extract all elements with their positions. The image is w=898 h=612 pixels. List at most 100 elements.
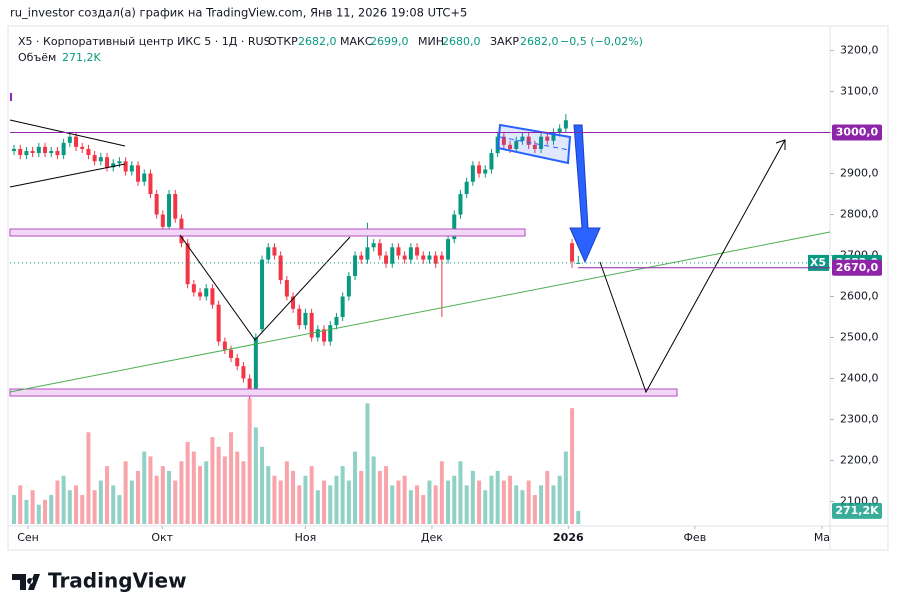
- y-tick-label: 3200,0: [840, 44, 879, 57]
- forecast-path: [599, 139, 786, 394]
- candle-body: [154, 194, 159, 215]
- y-tick-label: 2900,0: [840, 167, 879, 180]
- volume-label: 271,2K: [835, 504, 879, 517]
- volume-bar: [154, 475, 159, 524]
- candle-body: [61, 142, 66, 156]
- volume-bar: [86, 432, 91, 524]
- volume-bar: [532, 495, 537, 524]
- y-tick-label: 2300,0: [840, 412, 879, 425]
- volume-bar: [173, 480, 178, 524]
- candle-body: [489, 153, 494, 170]
- volume-bar: [551, 485, 556, 524]
- candle-body: [67, 136, 72, 143]
- candle-body: [377, 243, 382, 256]
- candle-body: [551, 132, 556, 141]
- volume-bar: [148, 456, 153, 524]
- candle-body: [452, 214, 457, 240]
- volume-bar: [402, 475, 407, 524]
- legend-label: МИН: [418, 35, 444, 48]
- candle-body: [334, 316, 339, 326]
- candle-body: [520, 136, 525, 141]
- candle-body: [328, 325, 333, 342]
- volume-bar: [390, 485, 395, 524]
- volume-bar: [235, 451, 240, 524]
- candle-body: [105, 157, 110, 168]
- volume-bar: [272, 475, 277, 524]
- volume-bar: [167, 470, 172, 524]
- volume-bar: [43, 499, 48, 524]
- volume-bar: [92, 490, 97, 524]
- volume-bar: [111, 485, 116, 524]
- volume-bar: [371, 456, 376, 524]
- legend-label: МАКС: [340, 35, 373, 48]
- volume-bar: [353, 451, 358, 524]
- y-tick-label: 2400,0: [840, 371, 879, 384]
- candle-body: [92, 155, 97, 162]
- candle-body: [427, 255, 432, 260]
- volume-bar: [477, 480, 482, 524]
- volume-bar: [489, 475, 494, 524]
- candle-body: [142, 173, 147, 182]
- volume-title: Объём: [18, 51, 56, 64]
- volume-bar: [377, 470, 382, 524]
- volume-bar: [24, 499, 29, 524]
- candle-body: [253, 337, 258, 391]
- candle-body: [346, 276, 351, 297]
- candle-body: [390, 247, 395, 264]
- volume-bar: [198, 466, 203, 524]
- volume-bar: [123, 461, 128, 524]
- volume-bar: [340, 466, 345, 524]
- candle-body: [12, 148, 17, 151]
- candle-body: [111, 163, 116, 168]
- trendline: [9, 163, 126, 188]
- volume-bar: [421, 495, 426, 524]
- volume-bar: [36, 504, 41, 524]
- brand: TradingView: [48, 569, 187, 593]
- volume-bar: [241, 461, 246, 524]
- x-tick-label: Ма: [814, 531, 830, 544]
- volume-bar: [129, 480, 134, 524]
- volume-bar: [365, 403, 370, 524]
- volume-bar: [253, 427, 258, 524]
- candle-body: [477, 165, 482, 174]
- volume-bar: [229, 432, 234, 524]
- candle-body: [30, 151, 35, 154]
- volume-bar: [80, 495, 85, 524]
- volume-bar: [303, 475, 308, 524]
- legend-value: 2682,0: [298, 35, 337, 48]
- volume-bar: [495, 470, 500, 524]
- candle-body: [464, 181, 469, 195]
- volume-bar: [483, 490, 488, 524]
- candle-body: [384, 255, 389, 264]
- candle-body: [235, 357, 240, 367]
- volume-bar: [557, 475, 562, 524]
- volume-bar: [30, 490, 35, 524]
- volume-bar: [309, 466, 314, 524]
- candle-body: [545, 136, 550, 141]
- volume-bar: [514, 485, 519, 524]
- candle-body: [266, 247, 271, 260]
- zone: [9, 228, 526, 237]
- symbol-tag: X5: [810, 256, 826, 269]
- candle-body: [98, 157, 103, 162]
- x-tick-label: Ноя: [295, 531, 317, 544]
- candle-body: [353, 255, 358, 276]
- candle-body: [247, 378, 252, 391]
- candle-body: [359, 255, 364, 260]
- volume-bar: [49, 495, 54, 524]
- header-text: ru_investor создал(а) график на TradingV…: [10, 6, 467, 20]
- volume-bar: [222, 456, 227, 524]
- volume-bar: [179, 461, 184, 524]
- change: −0,5 (−0,02%): [560, 35, 643, 48]
- candle-body: [36, 146, 41, 154]
- volume-bar: [105, 466, 110, 524]
- candle-body: [86, 148, 91, 156]
- volume-bar: [427, 480, 432, 524]
- candle-body: [563, 120, 568, 129]
- logo-mark: [12, 574, 40, 590]
- candle-body: [167, 194, 172, 227]
- volume-bar: [334, 475, 339, 524]
- candle-body: [532, 144, 537, 149]
- candle-body: [539, 136, 544, 149]
